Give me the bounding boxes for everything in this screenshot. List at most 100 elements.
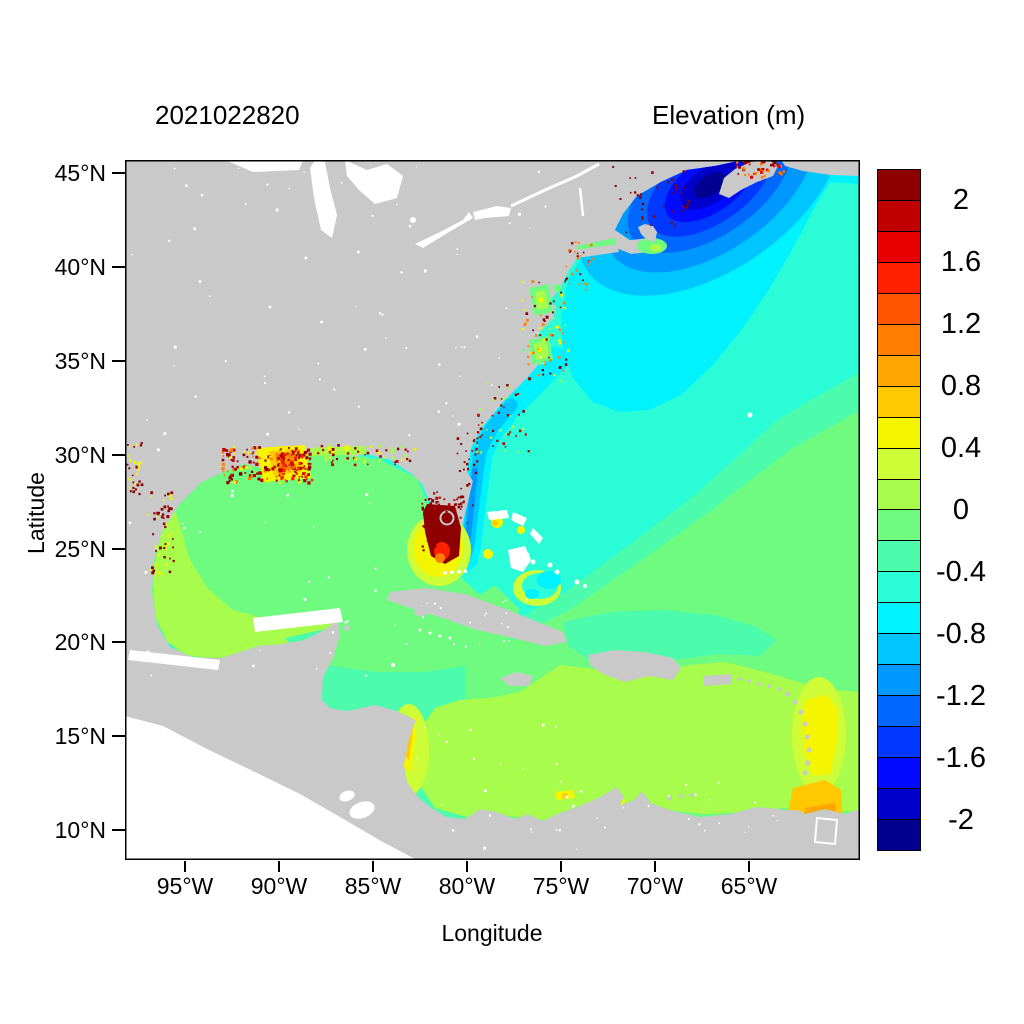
wet-cell-speck [284, 478, 286, 481]
wet-cell-speck [762, 170, 765, 173]
wet-cell-speck [292, 454, 296, 458]
wet-cell-speck [157, 571, 161, 575]
wet-cell-speck [317, 452, 320, 455]
wet-cell-speck [460, 505, 463, 508]
wet-cell-speck [639, 193, 643, 196]
wet-cell-speck [475, 448, 478, 451]
wet-cell-speck [253, 446, 257, 450]
wet-cell-speck [229, 474, 232, 477]
wet-cell-speck [355, 305, 357, 307]
wet-cell-speck [456, 248, 459, 250]
wet-cell-speck [291, 453, 295, 457]
wet-cell-speck [680, 192, 683, 195]
wet-cell-speck [303, 450, 307, 454]
wet-cell-speck [552, 317, 555, 320]
wet-cell-speck [252, 455, 254, 458]
wet-cell-speck [499, 763, 501, 765]
wet-cell-speck [467, 468, 470, 471]
wet-cell-speck [471, 450, 473, 452]
campeche-white-band [128, 650, 220, 670]
wet-cell-speck [459, 496, 462, 499]
wet-cell-speck [164, 494, 166, 497]
wet-cell-speck [132, 486, 135, 489]
wet-cell-speck [479, 435, 482, 438]
wet-cell-speck [476, 444, 479, 447]
wet-cell-speck [456, 498, 459, 501]
wet-cell-speck [538, 374, 541, 377]
wet-cell-speck [232, 481, 236, 485]
wet-cell-speck [548, 356, 550, 359]
wet-cell-speck [297, 450, 300, 452]
wet-cell-speck [173, 345, 177, 349]
wet-cell-speck [424, 726, 426, 728]
wet-cell-speck [568, 250, 571, 253]
wet-cell-speck [231, 489, 234, 493]
wet-cell-speck [738, 165, 741, 169]
wet-cell-speck [353, 463, 357, 467]
wet-cell-speck [767, 169, 770, 173]
wet-cell-speck [365, 674, 368, 677]
zone-north-hispaniola-turquoise [563, 610, 777, 660]
wet-cell-speck [308, 452, 312, 456]
wet-cell-speck [246, 448, 248, 451]
y-tick-label: 25°N [54, 536, 106, 562]
wet-cell-speck [564, 280, 566, 283]
wet-cell-speck [296, 466, 301, 471]
wet-cell-speck [304, 468, 307, 470]
wet-cell-speck [526, 355, 530, 358]
wet-cell-speck [244, 472, 247, 474]
wet-cell-speck [248, 460, 252, 464]
wet-cell-speck [514, 393, 517, 396]
wet-cell-speck [574, 251, 576, 253]
wet-cell-speck [469, 621, 471, 624]
wet-cell-speck [404, 454, 407, 458]
wet-cell-speck [406, 457, 409, 461]
wet-cell-speck [371, 214, 374, 217]
wet-cell-speck [136, 468, 140, 471]
wet-cell-speck [378, 444, 381, 448]
colorbar-segment [878, 757, 920, 789]
wet-cell-speck [238, 472, 243, 476]
wet-cell-speck [459, 508, 462, 510]
wet-cell-speck [237, 167, 240, 170]
wet-cell-speck [430, 498, 432, 500]
wet-cell-speck [228, 480, 231, 482]
wet-cell-speck [563, 306, 567, 310]
wet-cell-speck [396, 203, 398, 206]
wet-cell-speck [490, 384, 493, 386]
wet-cell-speck [173, 167, 176, 170]
wet-cell-speck [138, 492, 141, 496]
wet-cell-speck [408, 225, 412, 228]
wet-cell-speck [737, 173, 740, 175]
wet-cell-speck [331, 448, 335, 451]
wet-cell-speck [545, 315, 549, 319]
wet-cell-speck [266, 432, 269, 436]
wet-cell-speck [516, 417, 519, 420]
wet-cell-speck [379, 455, 382, 458]
wet-cell-speck [295, 454, 298, 457]
wet-cell-speck [687, 200, 691, 203]
wet-cell-speck [293, 456, 297, 460]
wet-cell-speck [476, 437, 479, 440]
wet-cell-speck [480, 451, 482, 454]
wet-cell-speck [307, 481, 311, 485]
wet-cell-speck [300, 454, 303, 456]
wet-cell-speck [139, 444, 142, 447]
wet-cell-speck [248, 452, 251, 455]
wet-cell-speck [747, 173, 750, 176]
coastal-ribbon-blue [464, 467, 478, 548]
wet-cell-speck [307, 473, 310, 476]
wet-cell-speck [157, 511, 160, 515]
wet-cell-speck [273, 465, 275, 468]
wet-cell-speck [364, 453, 366, 456]
wet-cell-speck [522, 410, 525, 413]
y-tick [112, 266, 125, 268]
wet-cell-speck [422, 525, 425, 528]
wet-cell-speck [544, 205, 547, 208]
wet-cell-speck [456, 437, 460, 440]
wet-cell-speck [776, 163, 780, 167]
wet-cell-speck [639, 196, 642, 199]
wet-cell-speck [150, 674, 152, 677]
wet-cell-speck [394, 461, 397, 464]
wet-cell-speck [452, 415, 454, 417]
